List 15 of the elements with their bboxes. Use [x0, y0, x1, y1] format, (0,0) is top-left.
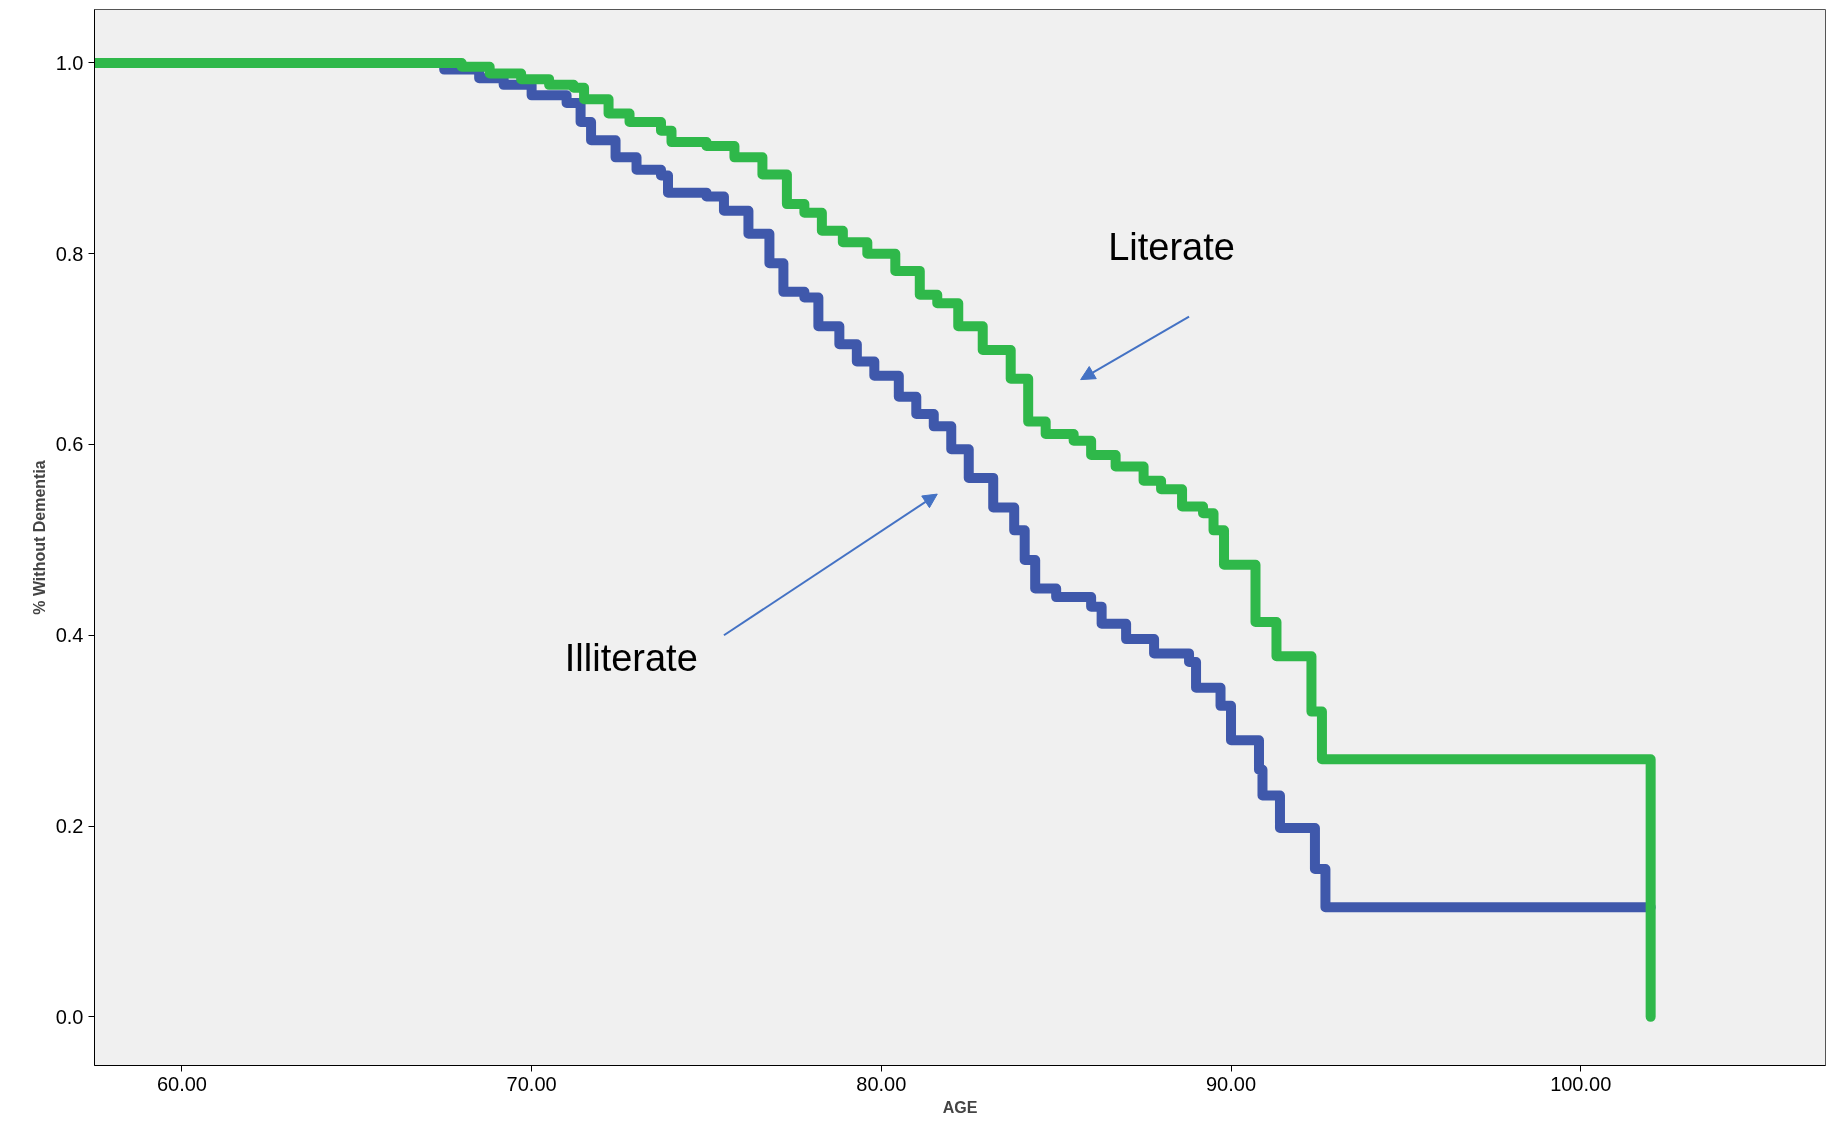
y-tick-label: 0.4	[55, 624, 84, 647]
y-tick-label: 0.0	[55, 1005, 84, 1028]
x-axis-title: AGE	[942, 1098, 978, 1116]
x-tick-label: 60.00	[156, 1072, 207, 1095]
x-tick-label: 80.00	[856, 1072, 907, 1095]
y-tick-label: 1.0	[55, 51, 84, 74]
y-tick-label: 0.8	[55, 242, 84, 265]
y-axis-title: % Without Dementia	[30, 460, 48, 615]
x-tick-label: 90.00	[1205, 1072, 1257, 1095]
y-tick-label: 0.2	[55, 815, 84, 838]
x-tick-label: 70.00	[506, 1072, 557, 1095]
x-tick-label: 100.00	[1550, 1072, 1612, 1095]
y-tick-label: 0.6	[55, 433, 84, 456]
annotation: Literate	[1108, 226, 1235, 269]
annotation: Illiterate	[564, 637, 698, 680]
